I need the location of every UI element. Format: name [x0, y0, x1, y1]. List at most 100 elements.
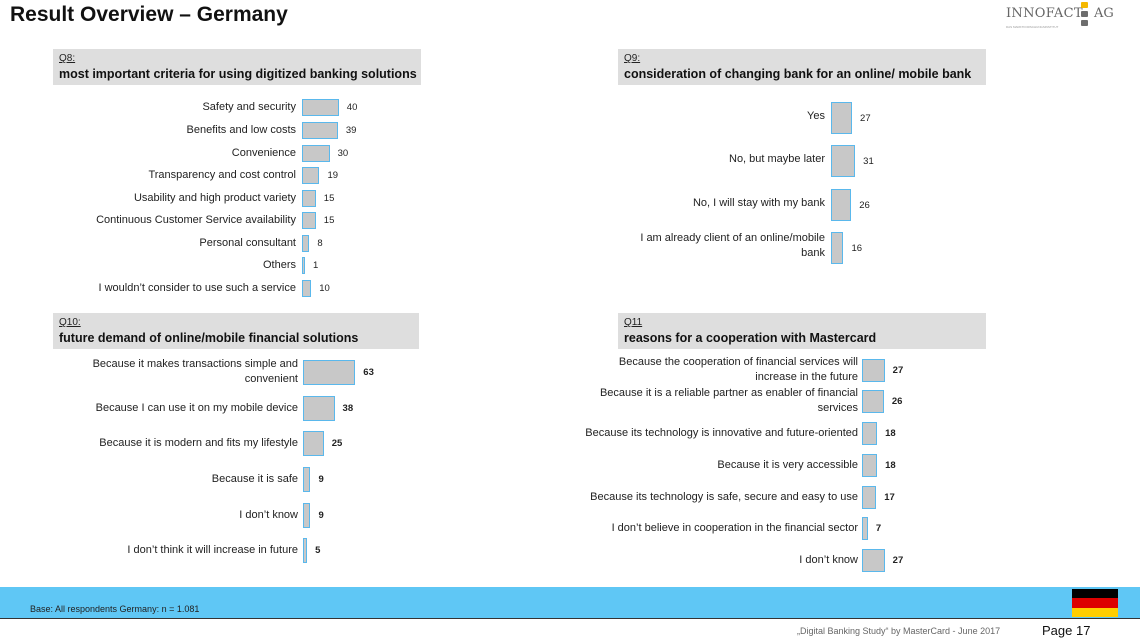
bar — [303, 430, 324, 456]
category-label: I wouldn’t consider to use such a servic… — [98, 281, 297, 294]
logo-square-icon — [1081, 2, 1088, 8]
category-label: Because it is a reliable partner as enab… — [599, 387, 858, 414]
question-title: reasons for a cooperation with Mastercar… — [624, 331, 877, 345]
question-header-q9: Q9: consideration of changing bank for a… — [618, 49, 986, 85]
question-title: consideration of changing bank for an on… — [624, 67, 972, 81]
value-label: 18 — [885, 460, 896, 471]
value-label: 27 — [892, 365, 904, 376]
value-label: 40 — [346, 102, 358, 113]
bar — [302, 166, 320, 184]
page-number: Page 17 — [1042, 623, 1091, 638]
page-title: Result Overview – Germany — [10, 3, 288, 26]
bar — [862, 453, 878, 477]
value-label: 38 — [342, 403, 354, 414]
value-label: 27 — [860, 113, 871, 124]
bar — [303, 502, 311, 528]
flag-stripe — [1072, 589, 1118, 599]
question-number: Q8: — [59, 53, 76, 64]
category-label: I am already client of an online/mobile … — [640, 232, 825, 259]
question-header-q11: Q11 reasons for a cooperation with Maste… — [618, 313, 986, 349]
question-number: Q9: — [624, 53, 641, 64]
bar — [302, 189, 316, 207]
flag-stripe — [1072, 598, 1118, 608]
category-label: Because it makes transactions simple and… — [92, 358, 298, 385]
value-label: 18 — [885, 428, 896, 439]
bar — [862, 389, 884, 413]
category-label: No, I will stay with my bank — [692, 196, 825, 209]
value-label: 17 — [884, 492, 895, 503]
question-number: Q10: — [59, 317, 81, 328]
bar — [302, 256, 305, 274]
question-header-q8: Q8: most important criteria for using di… — [53, 49, 421, 85]
value-label: 25 — [331, 438, 343, 449]
logo-square-icon — [1081, 20, 1088, 26]
category-label: Safety and security — [202, 100, 296, 113]
value-label: 10 — [319, 283, 330, 294]
bar — [831, 232, 844, 264]
question-title: most important criteria for using digiti… — [59, 67, 417, 81]
category-label: Personal consultant — [199, 236, 296, 249]
value-label: 1 — [313, 260, 319, 271]
flag-stripe — [1072, 607, 1118, 617]
category-label: Usability and high product variety — [133, 191, 296, 204]
value-label: 15 — [323, 215, 335, 226]
value-label: 63 — [363, 367, 374, 378]
category-label: Yes — [807, 109, 825, 122]
logo-square-icon — [1081, 11, 1088, 17]
category-label: I don’t think it will increase in future — [127, 543, 298, 556]
bar — [303, 395, 335, 421]
logo-text: INNOFACT — [1006, 6, 1083, 21]
bar — [831, 102, 853, 134]
base-note: Base: All respondents Germany: n = 1.081 — [30, 604, 200, 614]
innofact-logo: INNOFACT AG DAS MARKTFORSCHUNGSINSTITUT — [1006, 2, 1126, 34]
question-header-q10: Q10: future demand of online/mobile fina… — [53, 313, 419, 349]
value-label: 31 — [863, 156, 874, 167]
value-label: 9 — [318, 510, 324, 521]
category-label: Because it is modern and fits my lifesty… — [99, 436, 298, 449]
category-label: Others — [262, 258, 296, 271]
bar — [303, 537, 308, 563]
bar — [862, 516, 868, 540]
category-label: I don’t believe in cooperation in the fi… — [611, 521, 858, 534]
category-label: Because its technology is safe, secure a… — [590, 490, 858, 503]
value-label: 16 — [851, 243, 863, 254]
category-label: Because I can use it on my mobile device — [95, 401, 298, 414]
bar — [862, 358, 885, 382]
bar — [862, 485, 877, 509]
category-label: Because its technology is innovative and… — [585, 426, 858, 439]
value-label: 5 — [315, 545, 321, 556]
footer-band — [0, 587, 1140, 618]
logo-suffix: AG — [1094, 6, 1114, 21]
logo-tagline: DAS MARKTFORSCHUNGSINSTITUT — [1006, 25, 1059, 29]
category-label: Convenience — [231, 146, 296, 159]
category-label: Benefits and low costs — [186, 123, 296, 136]
bar — [862, 421, 878, 445]
question-number: Q11 — [624, 317, 643, 328]
bar — [303, 359, 356, 385]
category-label: Transparency and cost control — [148, 168, 296, 181]
value-label: 26 — [859, 200, 870, 211]
category-label: I don’t know — [239, 508, 298, 521]
value-label: 30 — [337, 148, 349, 159]
value-label: 9 — [318, 474, 324, 485]
category-label: No, but maybe later — [729, 152, 825, 165]
value-label: 7 — [875, 523, 882, 534]
value-label: 39 — [345, 125, 357, 136]
category-label: Because it is safe — [211, 472, 298, 485]
bar — [302, 144, 330, 162]
value-label: 27 — [892, 555, 904, 566]
category-label: I don’t know — [799, 553, 858, 566]
bar — [862, 548, 885, 572]
bar — [831, 189, 852, 221]
study-credit: „Digital Banking Study“ by MasterCard - … — [797, 626, 1001, 636]
category-label: Continuous Customer Service availability — [96, 213, 296, 226]
category-label: Because the cooperation of financial ser… — [618, 356, 858, 383]
value-label: 19 — [327, 170, 339, 181]
category-label: Because it is very accessible — [717, 458, 858, 471]
footer-divider — [0, 618, 1140, 619]
value-label: 15 — [323, 193, 335, 204]
bar — [302, 234, 310, 252]
value-label: 8 — [317, 238, 323, 249]
question-title: future demand of online/mobile financial… — [59, 331, 359, 345]
germany-flag-icon — [1072, 589, 1118, 617]
